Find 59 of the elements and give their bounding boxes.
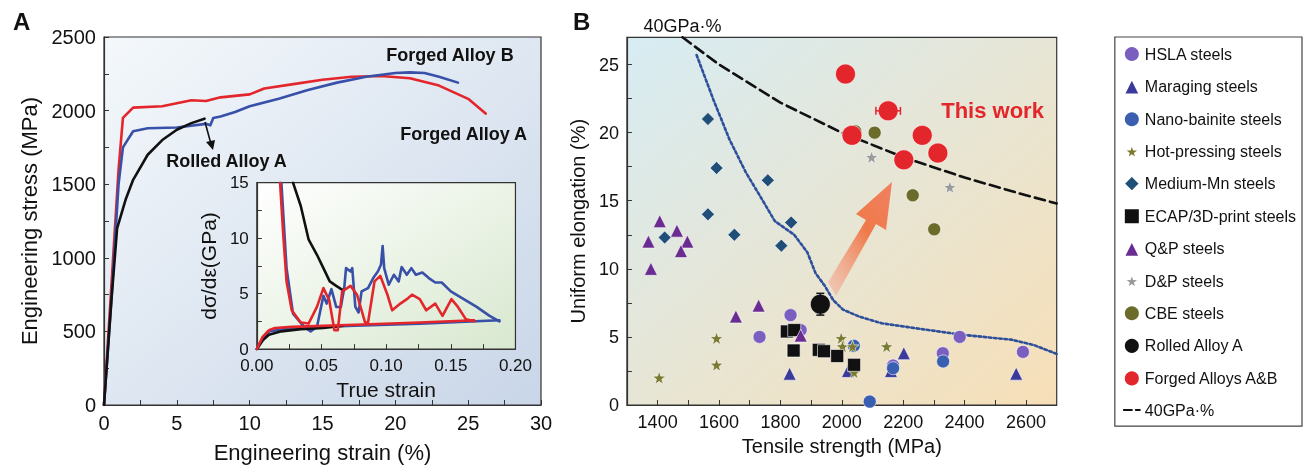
y-tick-label: 0	[84, 394, 96, 416]
y-tick-label: 10	[598, 258, 619, 279]
legend-label: Medium-Mn steels	[1144, 175, 1276, 193]
y-tick-label: 1500	[51, 173, 96, 196]
x-tick-label: 0.15	[434, 356, 468, 376]
x-tick-label: 20	[384, 412, 407, 434]
y-tick-label: 2500	[51, 26, 96, 48]
y-tick-label: 5	[239, 284, 249, 304]
x-tick-label: 1600	[698, 412, 740, 432]
legend-label: Maraging steels	[1144, 78, 1258, 96]
legend-label: Hot-pressing steels	[1144, 142, 1282, 160]
y-tick-label: 1000	[51, 246, 96, 269]
legend-label: ECAP/3D-print steels	[1144, 207, 1297, 225]
x-tick-label: 0.00	[240, 356, 274, 376]
x-tick-label: 1400	[637, 412, 678, 432]
y-axis-title: Uniform elongation (%)	[567, 118, 589, 324]
x-tick-label: 2200	[883, 412, 924, 432]
legend-label: Nano-bainite steels	[1144, 110, 1282, 128]
y-tick-label: 20	[598, 122, 619, 143]
legend-label: CBE steels	[1144, 304, 1224, 322]
x-tick-label: 30	[529, 412, 553, 434]
y-tick-label: 0	[239, 339, 249, 359]
x-tick-label: 0.20	[498, 356, 532, 376]
x-tick-label: 2400	[944, 412, 985, 432]
legend-label: D&P steels	[1144, 272, 1224, 290]
y-tick-label: 0	[608, 395, 619, 415]
series-label: Forged Alloy A	[400, 123, 527, 144]
x-tick-label: 0.05	[304, 356, 339, 376]
y-tick-label: 5	[608, 326, 619, 347]
annotation: 40GPa·%	[643, 16, 722, 37]
y-tick-label: 15	[598, 190, 619, 211]
legend-label: Q&P steels	[1144, 240, 1225, 258]
legend-label: 40GPa·%	[1144, 401, 1215, 419]
annotation: This work	[941, 98, 1045, 124]
x-tick-label: 2000	[821, 412, 862, 432]
x-axis-title: Tensile strength (MPa)	[741, 434, 942, 457]
x-axis-title: Engineering strain (%)	[213, 439, 432, 465]
y-axis-title: dσ/dε(GPa)	[197, 212, 220, 320]
x-tick-label: 0	[98, 412, 110, 434]
x-tick-label: 2600	[1005, 412, 1047, 432]
x-tick-label: 5	[171, 412, 183, 434]
y-tick-label: 25	[598, 54, 619, 75]
x-tick-label: 15	[311, 412, 334, 434]
series-label: Forged Alloy B	[386, 44, 514, 65]
y-tick-label: 2000	[51, 99, 96, 122]
legend-label: Rolled Alloy A	[1144, 337, 1243, 355]
legend-label: Rolled Alloy A	[166, 150, 287, 171]
y-tick-label: 10	[229, 228, 249, 248]
x-axis-title: True strain	[336, 378, 436, 401]
chart-title: A	[13, 7, 31, 35]
legend-label: HSLA steels	[1144, 45, 1232, 63]
x-tick-label: 1800	[760, 412, 801, 432]
y-axis-title: Engineering stress (MPa)	[17, 96, 43, 346]
chart-title: B	[573, 7, 591, 35]
y-tick-label: 15	[229, 173, 249, 193]
x-tick-label: 25	[457, 412, 480, 434]
x-tick-label: 0.10	[369, 356, 403, 376]
legend-label: Forged Alloys A&B	[1144, 369, 1278, 387]
y-tick-label: 500	[62, 320, 96, 343]
